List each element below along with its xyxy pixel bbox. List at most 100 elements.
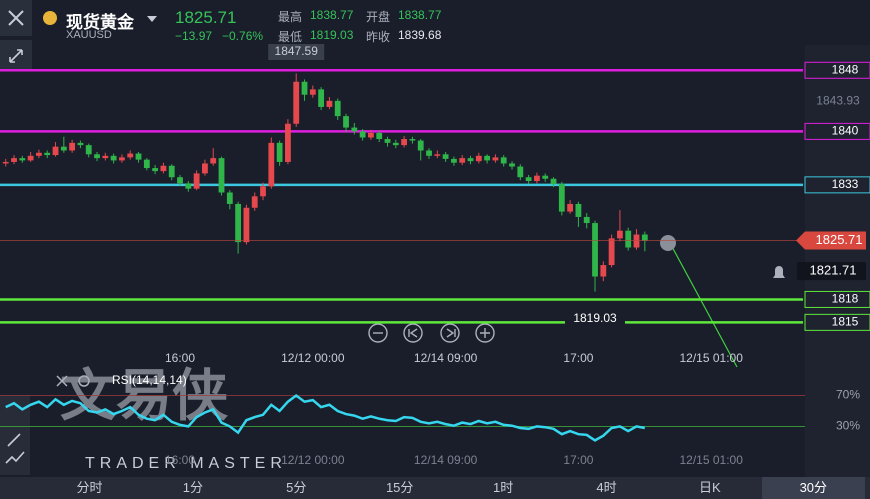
candle-body	[268, 142, 275, 187]
y-tick-label: 70%	[836, 388, 860, 402]
candle-body	[600, 265, 607, 277]
level-label: 1818	[832, 292, 859, 306]
rsi-settings[interactable]	[78, 375, 90, 387]
candle-body	[168, 165, 175, 178]
candle-body	[326, 100, 333, 107]
candle-body	[542, 175, 549, 179]
candle-body	[359, 131, 366, 138]
price-axis-bg	[805, 45, 870, 477]
trend-line	[669, 242, 738, 368]
candle-body	[625, 230, 632, 248]
stat-value: 1819.03	[310, 28, 354, 42]
high-annotation: 1847.59	[275, 44, 319, 58]
stat-label: 昨收	[366, 30, 391, 44]
x-tick-label: 12/15 01:00	[680, 351, 744, 365]
candle-body	[251, 196, 258, 208]
level-label-box	[804, 122, 870, 140]
x-tick-label: 12/12 00:00	[281, 453, 345, 467]
timeframe-tab[interactable]: 1分	[182, 480, 203, 495]
candle-body	[475, 155, 482, 162]
candle-body	[309, 89, 316, 95]
candle-body	[226, 192, 233, 204]
candle-body	[44, 152, 51, 156]
candle-body	[127, 153, 134, 158]
indicator-title: RSI(14,14,14)	[112, 373, 187, 387]
candle-body	[409, 139, 416, 141]
rsi-close[interactable]	[56, 375, 68, 387]
candle-body	[27, 155, 34, 161]
candle-body	[484, 155, 491, 161]
level-label-box	[804, 176, 870, 194]
timeframe-tab[interactable]: 4时	[596, 480, 617, 495]
stat-value: 1838.77	[398, 8, 442, 22]
candle-body	[102, 155, 109, 159]
candle-body	[592, 223, 598, 277]
low-annotation: 1819.03	[573, 311, 617, 325]
candle-body	[19, 158, 26, 161]
rsi-line	[5, 393, 646, 442]
level-label-box	[804, 313, 870, 331]
candle-body	[351, 127, 358, 132]
candle-body	[85, 145, 92, 155]
candle-body	[301, 81, 308, 95]
zoom-controls	[368, 323, 495, 343]
alert-icon[interactable]	[773, 266, 785, 278]
candle-body	[467, 158, 474, 162]
candle-body	[160, 165, 167, 172]
x-tick-label: 12/15 01:00	[680, 453, 744, 467]
candle-body	[285, 123, 291, 162]
candle-body	[210, 158, 217, 164]
tab-bar	[0, 477, 870, 499]
tool-icons[interactable]	[5, 433, 25, 464]
candle-body	[617, 230, 623, 239]
x-tick-label: 17:00	[563, 351, 593, 365]
candle-body	[392, 142, 399, 146]
zoom-in[interactable]	[475, 323, 495, 343]
candle-body	[235, 203, 242, 243]
level-label-box	[804, 290, 870, 308]
y-tick-label: 1843.93	[816, 94, 860, 108]
zoom-out[interactable]	[368, 323, 388, 343]
instrument-name: 现货黄金	[66, 13, 134, 32]
candle-body	[318, 89, 325, 107]
level-label: 1833	[832, 177, 859, 191]
candle-body	[525, 177, 532, 182]
candle-body	[202, 163, 208, 174]
x-tick-label: 12/14 09:00	[414, 453, 478, 467]
candle-body	[94, 154, 100, 159]
watermark-subtitle: TRADER MASTER	[85, 455, 287, 472]
candle-body	[260, 186, 266, 197]
candle-body	[69, 142, 76, 151]
timeframe-tab[interactable]: 1时	[492, 480, 514, 495]
info-icon[interactable]	[660, 235, 676, 251]
timeframe-tab[interactable]: 15分	[385, 480, 414, 495]
candle-body	[60, 146, 67, 151]
candle-body	[509, 163, 515, 167]
y-tick-label: 30%	[836, 419, 860, 433]
gold-icon	[43, 11, 57, 25]
bid-label-box	[797, 262, 866, 281]
candle-body	[368, 132, 374, 138]
candle-body	[177, 177, 183, 184]
prev[interactable]	[403, 323, 423, 343]
price-change: −13.97	[175, 29, 213, 43]
stat-value: 1839.68	[398, 28, 442, 42]
candle-body	[110, 155, 117, 161]
high-annotation-box	[268, 44, 325, 60]
low-annotation-box	[565, 311, 626, 327]
timeframe-tab[interactable]: 分时	[76, 480, 103, 495]
candle-body	[575, 203, 582, 217]
stat-value: 1838.77	[310, 8, 354, 22]
dropdown-icon[interactable]	[147, 16, 157, 22]
timeframe-tab[interactable]: 日K	[699, 480, 721, 495]
timeframe-tab[interactable]: 30分	[761, 477, 865, 499]
candle-body	[119, 157, 125, 161]
candle-body	[417, 140, 424, 151]
candle-body	[135, 153, 142, 160]
price-change-pct: −0.76%	[222, 29, 264, 43]
candle-body	[2, 161, 9, 164]
candle-body	[401, 139, 408, 146]
next[interactable]	[440, 323, 460, 343]
timeframe-tab[interactable]: 5分	[286, 480, 307, 495]
